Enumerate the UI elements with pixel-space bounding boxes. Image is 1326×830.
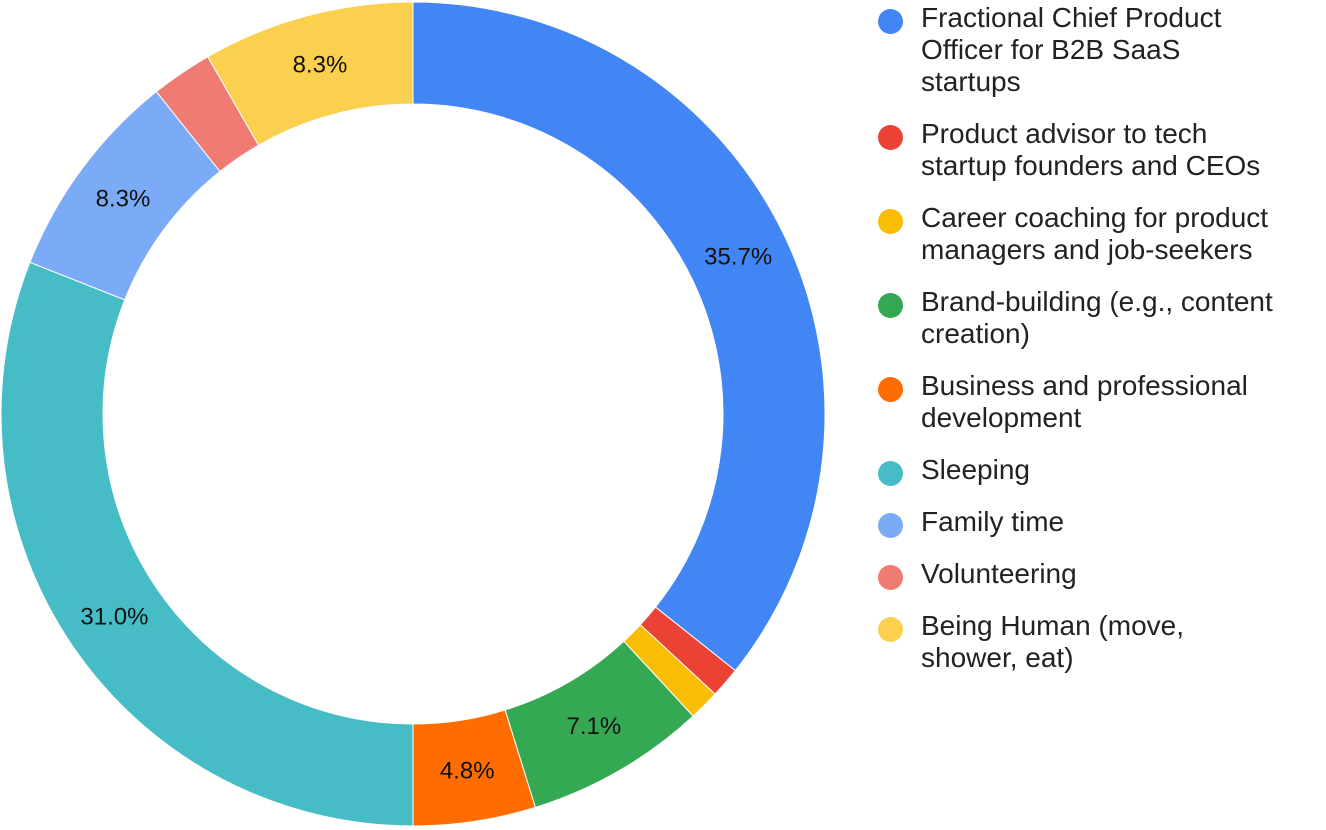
slice-value-label: 8.3% <box>293 52 348 79</box>
legend-swatch <box>878 125 903 150</box>
legend-swatch <box>878 209 903 234</box>
legend-item[interactable]: Volunteering <box>878 558 1326 590</box>
legend-label-line: startup founders and CEOs <box>921 150 1261 181</box>
slice-value-label: 31.0% <box>80 603 148 630</box>
legend-label-line: Product advisor to tech <box>921 118 1208 149</box>
legend-label-line: development <box>921 402 1082 433</box>
legend-swatch <box>878 461 903 486</box>
legend-swatch <box>878 565 903 590</box>
donut-slices <box>0 1 826 827</box>
donut-slice-labels: 35.7% 7.1% 4.8% 31.0% 8.3% 8.3% <box>80 52 772 785</box>
donut-slice[interactable] <box>0 261 414 827</box>
legend-item[interactable]: Product advisor to tech startup founders… <box>878 118 1326 182</box>
donut-slice[interactable] <box>412 1 826 672</box>
legend-item[interactable]: Being Human (move, shower, eat) <box>878 610 1326 674</box>
legend-label-line: startups <box>921 66 1021 97</box>
legend-item[interactable]: Family time <box>878 506 1326 538</box>
legend-swatch <box>878 513 903 538</box>
legend-label-line: Fractional Chief Product <box>921 2 1222 33</box>
legend-item[interactable]: Fractional Chief Product Officer for B2B… <box>878 2 1326 98</box>
legend-label-line: Sleeping <box>921 454 1030 485</box>
legend-label-line: managers and job-seekers <box>921 234 1253 265</box>
legend-item[interactable]: Business and professional development <box>878 370 1326 434</box>
legend-swatch <box>878 9 903 34</box>
legend-swatch <box>878 377 903 402</box>
legend: Fractional Chief Product Officer for B2B… <box>878 2 1326 694</box>
legend-item[interactable]: Brand-building (e.g., content creation) <box>878 286 1326 350</box>
slice-value-label: 8.3% <box>96 186 151 213</box>
legend-label-line: creation) <box>921 318 1030 349</box>
legend-label-line: Officer for B2B SaaS <box>921 34 1181 65</box>
legend-label-line: Business and professional <box>921 370 1248 401</box>
legend-swatch <box>878 293 903 318</box>
legend-label-line: Career coaching for product <box>921 202 1269 233</box>
legend-label-line: Volunteering <box>921 558 1077 589</box>
slice-value-label: 35.7% <box>704 244 772 271</box>
legend-swatch <box>878 617 903 642</box>
slice-value-label: 7.1% <box>566 713 621 740</box>
donut-chart: 35.7% 7.1% 4.8% 31.0% 8.3% 8.3% <box>0 1 826 827</box>
legend-label-line: shower, eat) <box>921 642 1074 673</box>
legend-item[interactable]: Sleeping <box>878 454 1326 486</box>
legend-label-line: Family time <box>921 506 1065 537</box>
slice-value-label: 4.8% <box>440 757 495 784</box>
legend-label-line: Being Human (move, <box>921 610 1185 641</box>
legend-label-line: Brand-building (e.g., content <box>921 286 1273 317</box>
donut-slice[interactable] <box>207 1 414 146</box>
legend-item[interactable]: Career coaching for product managers and… <box>878 202 1326 266</box>
